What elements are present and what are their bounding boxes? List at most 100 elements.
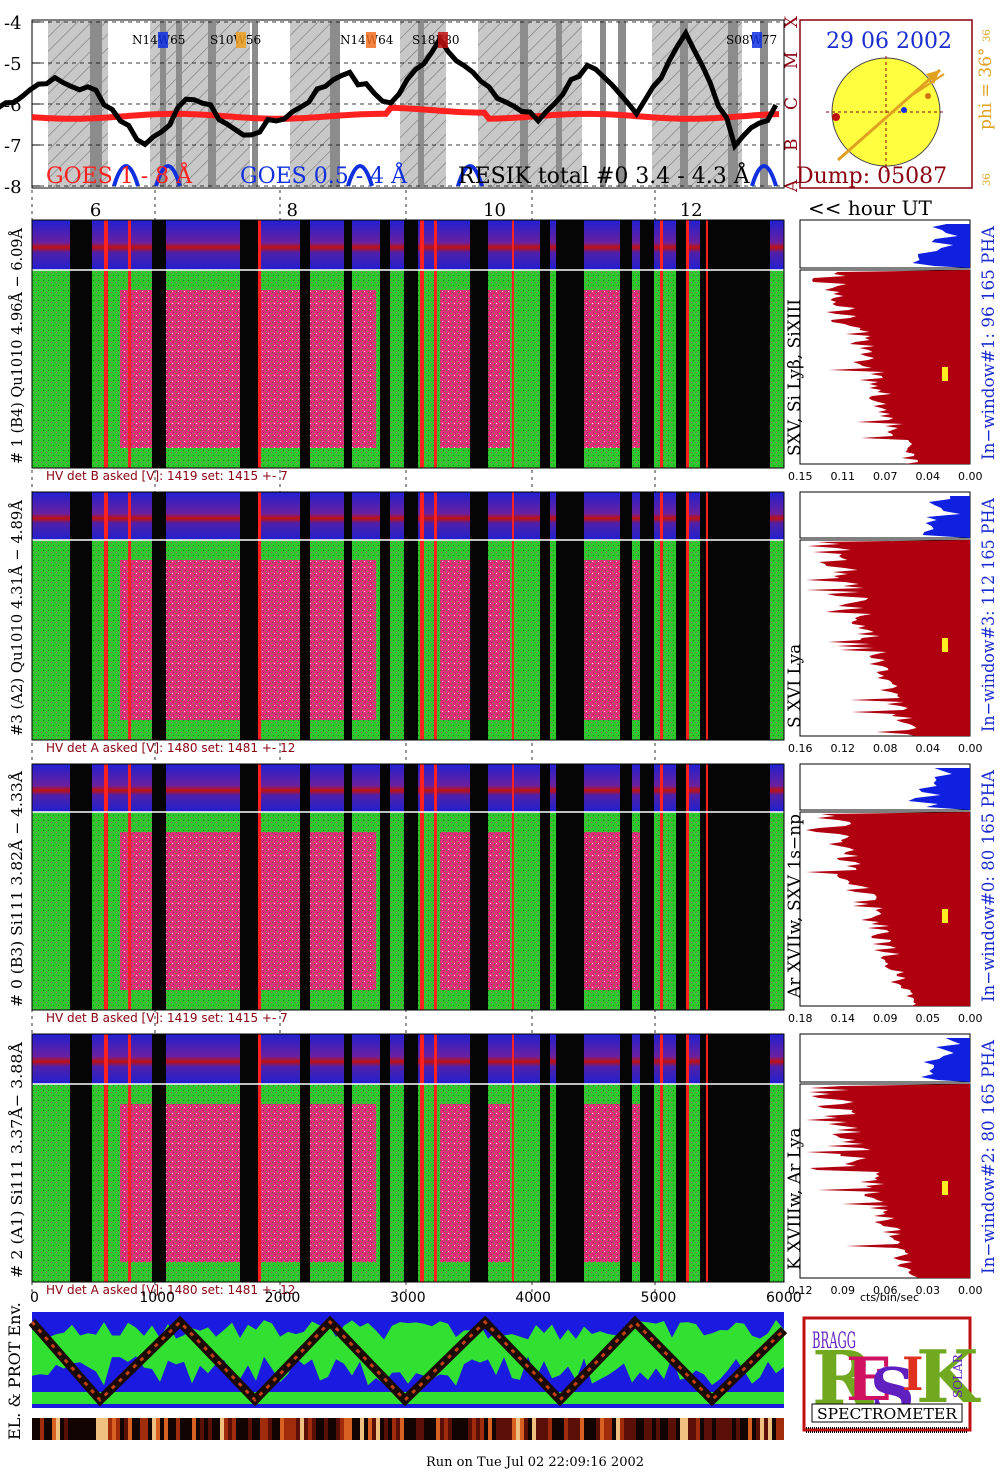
env-strip-cell [372,1418,376,1440]
env-strip-cell [540,1418,544,1440]
goes-05-4-spike [154,164,182,187]
env-strip-cell [216,1418,220,1440]
goes-class-X: X [782,15,802,28]
env-strip-cell [704,1418,708,1440]
env-strip-cell [608,1418,612,1440]
env-strip-cell [300,1418,304,1440]
panel-frame [31,491,785,741]
env-strip-cell [600,1418,604,1440]
env-strip-cell [604,1418,608,1440]
env-strip-cell [204,1418,208,1440]
intense-region [196,1104,280,1262]
line-column [706,764,708,1010]
gap-column [540,1034,550,1282]
env-strip-cell [384,1418,388,1440]
gap-column [540,764,550,1010]
line-column [434,220,437,468]
intense-region [276,560,376,720]
profile-tick-label: 0.15 [788,470,813,483]
env-strip-cell [728,1418,732,1440]
env-strip-cell [580,1418,584,1440]
env-strip-cell [724,1418,728,1440]
line-column [420,1034,424,1282]
env-strip-cell [736,1418,740,1440]
env-strip-cell [164,1418,168,1440]
profile-tick-label: 0.16 [788,742,813,755]
env-strip-cell [628,1418,632,1440]
gap-column [380,1034,390,1282]
gap-column [676,220,686,468]
gap-column [404,1034,418,1282]
env-strip-cell [596,1418,600,1440]
intense-region [196,290,280,448]
arrow-head-icon [926,70,940,84]
hv-setting-label: HV det B asked [V]: 1419 set: 1415 +- 7 [46,1011,288,1025]
profile-tick-label: 0.00 [958,1284,983,1297]
gap-column [470,492,488,740]
gap-column [620,1034,632,1282]
environment-panel: EL. & PROT Env. [5,1302,788,1440]
gap-column [152,220,166,468]
detector-label: # 2 (A1) Si111 3.37Å− 3.88Å [8,1042,26,1278]
secondary-axis-line [907,73,945,99]
gap-column [640,220,654,468]
env-strip-cell [480,1418,484,1440]
hv-setting-label: HV det A asked [V]: 1480 set: 1481 +- 12 [46,1283,295,1297]
bin-tick-label: 6000 [766,1290,802,1306]
saa-block [618,21,626,187]
env-strip-cell [432,1418,436,1440]
flare-color-box [158,32,168,48]
pha-histogram [920,1038,970,1082]
env-strip-cell [128,1418,132,1440]
env-strip-cell [772,1418,776,1440]
env-strip-cell [344,1418,348,1440]
orbit-latitude-trace [28,1315,788,1407]
line-column [512,1034,514,1282]
run-timestamp: Run on Tue Jul 02 22:09:16 2002 [426,1455,644,1470]
env-strip-cell [448,1418,452,1440]
counts-unit-label: cts/bin/sec [860,1291,919,1304]
phi-tick-bottom: 36 [982,173,993,186]
env-strip-cell [576,1418,580,1440]
env-strip-cell [212,1418,216,1440]
gap-column [676,492,686,740]
line-column [686,220,689,468]
hour-tick-label: 10 [483,200,506,221]
env-strip-cell [184,1418,188,1440]
in-window-label: In−window#1: 96 165 PHA [979,225,999,460]
gap-column [470,220,488,468]
spectral-lines-label: S XVI Lya [785,644,805,728]
env-strip-cell [356,1418,360,1440]
env-strip-cell [196,1418,200,1440]
env-strip-cell [364,1418,368,1440]
env-strip-cell [112,1418,116,1440]
flare-marker-blue [901,107,907,113]
env-strip-cell [732,1418,736,1440]
env-strip-cell [68,1418,72,1440]
line-column [706,220,708,468]
saa-block [418,21,424,187]
resik-total-curve [0,28,779,152]
profile-tick-label: 0.14 [831,1012,856,1025]
gap-column [240,1034,258,1282]
env-strip-cell [328,1418,332,1440]
env-strip-cell [172,1418,176,1440]
logo-letter-i: I [902,1347,924,1401]
flare-label: S18E80 [412,33,460,47]
panel-frame [31,219,785,469]
pha-histogram [922,496,970,538]
line-column [104,1034,108,1282]
env-strip-cell [752,1418,756,1440]
line-column [420,492,424,740]
env-strip-cell [404,1418,408,1440]
env-strip-cell [588,1418,592,1440]
hour-axis-label: << hour UT [808,196,932,220]
env-strip-cell [568,1418,572,1440]
env-strip-cell [308,1418,312,1440]
env-strip-cell [664,1418,668,1440]
goes-1-8-curve [31,104,780,187]
gap-column [404,764,418,1010]
env-strip-cell [324,1418,328,1440]
line-profile [806,1084,970,1278]
env-axis-label: EL. & PROT Env. [5,1302,24,1440]
